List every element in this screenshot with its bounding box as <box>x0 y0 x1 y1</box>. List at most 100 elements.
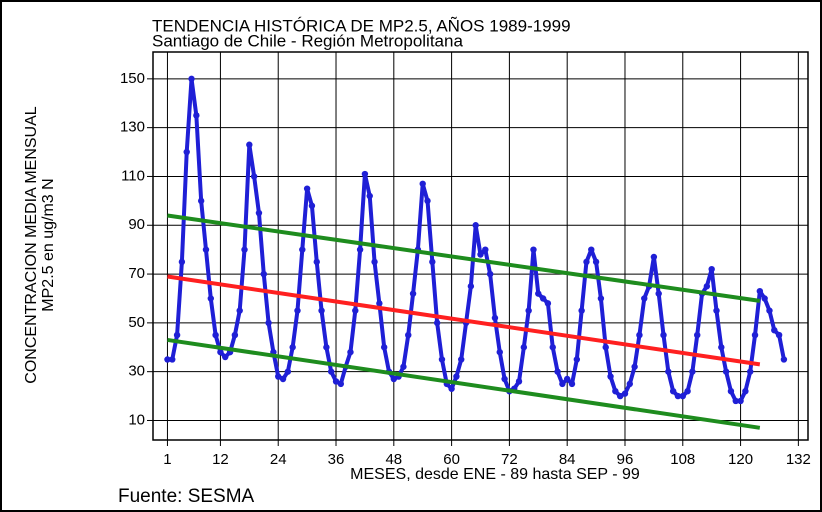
data-point <box>323 344 330 351</box>
data-point <box>347 348 354 356</box>
data-point <box>554 368 561 375</box>
x-tick-label: 108 <box>670 451 695 468</box>
x-tick-label: 132 <box>786 451 811 468</box>
data-point <box>766 307 773 314</box>
data-point <box>279 375 287 383</box>
data-point <box>573 356 581 363</box>
data-point <box>448 385 455 392</box>
data-point <box>472 222 479 229</box>
data-point <box>631 363 638 370</box>
data-point <box>173 331 181 339</box>
data-point <box>689 368 696 375</box>
data-point <box>607 373 614 380</box>
y-axis-label: MP2.5 en ug/m3 N <box>40 178 57 311</box>
data-point <box>530 246 537 253</box>
data-point <box>583 258 590 266</box>
data-point <box>217 348 224 356</box>
data-point <box>641 295 648 302</box>
data-point <box>588 246 595 253</box>
data-point <box>477 251 484 258</box>
data-point <box>650 253 658 261</box>
data-point <box>602 344 609 351</box>
data-point <box>400 363 407 370</box>
data-point <box>308 202 316 209</box>
data-point <box>255 209 263 217</box>
data-point <box>202 246 210 253</box>
series-line <box>167 337 761 430</box>
data-point <box>361 170 369 178</box>
y-tick-label: 30 <box>128 363 145 380</box>
data-point <box>737 397 744 405</box>
data-point <box>356 246 364 253</box>
data-point <box>626 380 634 388</box>
data-point <box>612 387 619 395</box>
data-point <box>771 326 778 334</box>
data-point <box>539 295 547 302</box>
data-point <box>708 265 715 273</box>
data-point <box>294 307 301 314</box>
data-point <box>284 368 292 375</box>
data-point <box>467 283 475 290</box>
x-tick-label: 60 <box>443 451 460 468</box>
data-point <box>621 390 629 397</box>
x-tick-label: 1 <box>163 451 171 468</box>
x-tick-label: 120 <box>728 451 753 468</box>
y-axis-label: CONCENTRACION MEDIA MENSUAL <box>23 106 40 383</box>
data-point <box>250 173 258 180</box>
data-point <box>371 258 378 266</box>
data-point <box>761 295 768 302</box>
data-point <box>193 112 200 119</box>
data-point <box>578 307 585 314</box>
data-point <box>178 258 186 266</box>
data-point <box>703 283 711 290</box>
data-point <box>453 373 460 380</box>
data-point <box>197 197 205 205</box>
data-point <box>563 375 571 383</box>
y-tick-label: 10 <box>128 411 145 428</box>
data-point <box>424 197 431 205</box>
x-axis-label: MESES, desde ENE - 89 hasta SEP - 99 <box>350 466 640 483</box>
data-point <box>636 331 643 339</box>
data-point <box>722 368 730 375</box>
data-point <box>679 392 686 400</box>
y-tick-label: 50 <box>128 314 145 331</box>
data-point <box>491 314 499 322</box>
data-point <box>265 319 272 327</box>
data-point <box>241 246 248 253</box>
data-point <box>597 295 605 302</box>
data-point <box>188 75 195 83</box>
data-point <box>409 290 417 297</box>
y-tick-label: 70 <box>128 265 145 282</box>
data-point <box>732 397 739 405</box>
data-point <box>496 348 503 356</box>
data-point <box>380 344 388 351</box>
data-point <box>169 356 176 363</box>
data-point <box>352 307 359 314</box>
data-point <box>222 353 229 361</box>
data-point <box>694 331 701 339</box>
data-point <box>568 380 576 388</box>
data-point <box>419 180 426 187</box>
data-point <box>535 290 542 297</box>
x-tick-label: 96 <box>617 451 634 468</box>
x-tick-label: 12 <box>212 451 229 468</box>
series-line <box>167 213 761 303</box>
data-point <box>405 331 412 339</box>
data-point <box>313 258 320 266</box>
data-point <box>246 141 253 148</box>
y-tick-label: 130 <box>120 119 145 136</box>
data-point <box>727 387 735 395</box>
data-point <box>515 378 523 385</box>
data-point <box>501 375 508 383</box>
data-point <box>665 368 672 375</box>
data-point <box>544 300 552 307</box>
data-point <box>756 287 764 295</box>
data-point <box>592 258 600 266</box>
data-point <box>674 392 682 400</box>
data-point <box>275 373 282 380</box>
data-point <box>486 270 494 278</box>
data-point <box>366 192 373 200</box>
x-tick-label: 36 <box>328 451 345 468</box>
data-point <box>616 392 624 400</box>
